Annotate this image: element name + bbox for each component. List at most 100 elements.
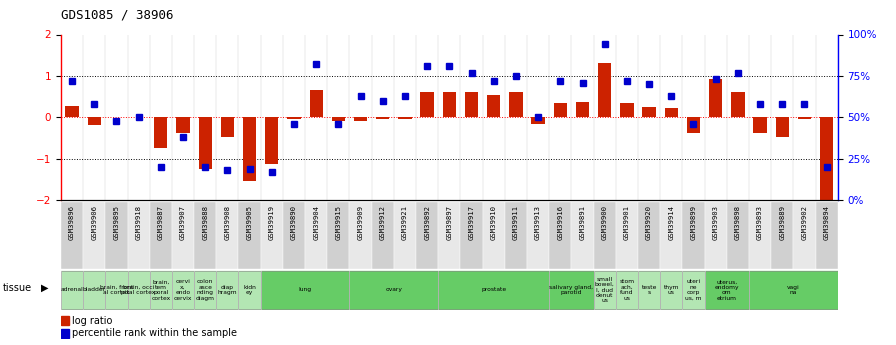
- Bar: [127, 270, 150, 310]
- Bar: [487, 95, 500, 117]
- Text: GSM39912: GSM39912: [380, 205, 386, 240]
- Bar: [172, 270, 194, 310]
- Text: thym
us: thym us: [664, 285, 679, 295]
- Bar: [461, 202, 483, 269]
- Text: GSM39918: GSM39918: [135, 205, 142, 240]
- Text: GSM39898: GSM39898: [735, 205, 741, 240]
- Bar: [727, 202, 749, 269]
- Bar: [572, 202, 594, 269]
- Text: prostate: prostate: [481, 287, 506, 293]
- Text: vagi
na: vagi na: [787, 285, 800, 295]
- Bar: [660, 270, 683, 310]
- Bar: [704, 271, 749, 309]
- Bar: [154, 117, 168, 148]
- Bar: [660, 271, 683, 309]
- Text: cervi
x,
endo
cervix: cervi x, endo cervix: [174, 279, 192, 300]
- Text: GSM39892: GSM39892: [424, 205, 430, 240]
- Bar: [288, 117, 301, 119]
- Bar: [283, 202, 305, 269]
- Bar: [420, 92, 434, 117]
- Bar: [443, 92, 456, 117]
- Text: GSM39893: GSM39893: [757, 205, 763, 240]
- Bar: [594, 270, 616, 310]
- Bar: [598, 63, 611, 117]
- Bar: [150, 202, 172, 269]
- Bar: [194, 270, 216, 310]
- Bar: [216, 202, 238, 269]
- Text: GSM39889: GSM39889: [780, 205, 785, 240]
- Bar: [638, 270, 660, 310]
- Bar: [576, 101, 590, 117]
- Bar: [531, 117, 545, 124]
- Bar: [177, 117, 190, 133]
- Bar: [815, 202, 838, 269]
- Bar: [172, 271, 194, 309]
- Bar: [399, 117, 411, 119]
- Text: colon
asce
nding
diagm: colon asce nding diagm: [195, 279, 215, 300]
- Text: brain,
tem
poral
cortex: brain, tem poral cortex: [151, 279, 170, 300]
- Bar: [731, 92, 745, 117]
- Bar: [220, 117, 234, 137]
- Bar: [261, 202, 283, 269]
- Text: GSM39915: GSM39915: [335, 205, 341, 240]
- Bar: [216, 271, 238, 309]
- Bar: [749, 270, 838, 310]
- Text: GSM39906: GSM39906: [91, 205, 98, 240]
- Bar: [709, 79, 722, 117]
- Text: ▶: ▶: [41, 283, 48, 293]
- Text: ovary: ovary: [385, 287, 402, 293]
- Bar: [61, 329, 69, 338]
- Bar: [749, 271, 838, 309]
- Bar: [594, 202, 616, 269]
- Text: uterus,
endomy
om
etrium: uterus, endomy om etrium: [714, 279, 739, 300]
- Bar: [349, 202, 372, 269]
- Bar: [549, 270, 594, 310]
- Bar: [483, 202, 504, 269]
- Text: GSM39911: GSM39911: [513, 205, 519, 240]
- Bar: [127, 202, 150, 269]
- Text: GSM39919: GSM39919: [269, 205, 275, 240]
- Bar: [509, 92, 522, 117]
- Text: brain, occi
pital cortex: brain, occi pital cortex: [122, 285, 156, 295]
- Bar: [683, 270, 704, 310]
- Bar: [638, 271, 660, 309]
- Bar: [771, 202, 793, 269]
- Bar: [194, 202, 216, 269]
- Bar: [172, 202, 194, 269]
- Bar: [438, 270, 549, 310]
- Text: GSM39899: GSM39899: [691, 205, 696, 240]
- Bar: [127, 271, 150, 309]
- Bar: [243, 117, 256, 181]
- Text: kidn
ey: kidn ey: [243, 285, 256, 295]
- Text: lung: lung: [298, 287, 312, 293]
- Text: GSM39914: GSM39914: [668, 205, 675, 240]
- Bar: [660, 202, 683, 269]
- Bar: [665, 108, 678, 117]
- Bar: [354, 117, 367, 121]
- Bar: [594, 271, 616, 309]
- Bar: [349, 271, 438, 309]
- Text: GSM39895: GSM39895: [114, 205, 119, 240]
- Bar: [194, 271, 216, 309]
- Text: GSM39917: GSM39917: [469, 205, 475, 240]
- Bar: [349, 270, 438, 310]
- Bar: [683, 202, 704, 269]
- Bar: [793, 202, 815, 269]
- Bar: [438, 271, 549, 309]
- Bar: [261, 271, 349, 309]
- Bar: [216, 270, 238, 310]
- Text: GSM39902: GSM39902: [801, 205, 807, 240]
- Bar: [106, 270, 127, 310]
- Bar: [642, 107, 656, 117]
- Bar: [549, 271, 594, 309]
- Bar: [265, 117, 279, 164]
- Text: GSM39896: GSM39896: [69, 205, 75, 240]
- Text: GSM39903: GSM39903: [712, 205, 719, 240]
- Text: adrenal: adrenal: [61, 287, 83, 293]
- Text: GSM39904: GSM39904: [314, 205, 319, 240]
- Text: brain, front
al cortex: brain, front al cortex: [99, 285, 134, 295]
- Text: GSM39897: GSM39897: [446, 205, 452, 240]
- Bar: [238, 270, 261, 310]
- Bar: [305, 202, 327, 269]
- Text: GSM39913: GSM39913: [535, 205, 541, 240]
